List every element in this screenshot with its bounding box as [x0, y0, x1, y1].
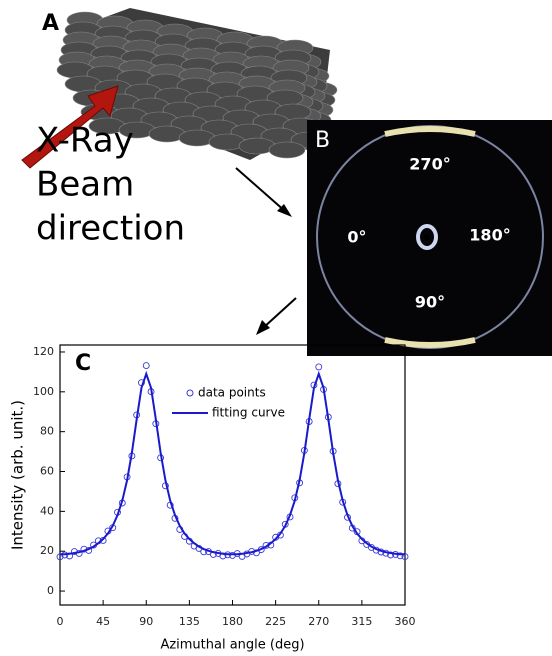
angle-label: 0° [347, 228, 366, 247]
data-point [396, 552, 404, 560]
legend-label: fitting curve [212, 406, 285, 420]
legend-label: data points [198, 386, 266, 400]
x-tick-label: 315 [351, 615, 372, 628]
x-tick-label: 180 [222, 615, 243, 628]
legend-marker [186, 389, 194, 397]
y-tick-label: 120 [33, 345, 54, 358]
disk [268, 141, 306, 159]
x-tick-label: 225 [265, 615, 286, 628]
beam-label: Beam [36, 165, 134, 205]
y-tick-label: 80 [40, 425, 54, 438]
arrow [262, 297, 297, 329]
y-tick-label: 100 [33, 385, 54, 398]
x-axis-label: Azimuthal angle (deg) [160, 638, 304, 653]
x-tick-label: 270 [308, 615, 329, 628]
plot: 0 20 40 60 80 100 120 0 45 90 135 180 225 270 315 360 Az… [9, 344, 416, 653]
arrow [235, 167, 287, 213]
x-tick-label: 45 [96, 615, 110, 628]
data-point [315, 363, 323, 371]
angle-label: 270° [409, 155, 450, 174]
panel-label: B [315, 128, 330, 153]
y-tick-label: 60 [40, 465, 54, 478]
x-tick-label: 135 [179, 615, 200, 628]
x-tick-label: 360 [395, 615, 416, 628]
disk-stack [56, 8, 338, 160]
arrowhead [277, 204, 292, 217]
data-point [229, 551, 236, 559]
y-tick-label: 40 [40, 504, 54, 517]
ring-arc [384, 126, 476, 137]
ring-arc [384, 337, 476, 348]
y-axis-label: Intensity (arb. unit.) [9, 400, 27, 550]
y-tick-label: 20 [40, 544, 54, 557]
x-tick-label: 90 [139, 615, 153, 628]
arrowhead [256, 320, 270, 335]
angle-label: 180° [469, 226, 510, 245]
beam-center [424, 234, 430, 240]
plot-frame [59, 344, 406, 606]
beam-label: direction [36, 209, 185, 249]
fit-line [60, 370, 405, 556]
beam-label: X-Ray [36, 121, 134, 161]
beam-stop [416, 224, 438, 250]
x-tick-label: 0 [57, 615, 64, 628]
panel-label: C [75, 351, 91, 376]
beam-arrow [21, 85, 119, 169]
y-tick-label: 0 [47, 584, 54, 597]
angle-label: 90° [415, 293, 445, 312]
data-point [142, 362, 150, 369]
panel-label: A [42, 11, 59, 36]
